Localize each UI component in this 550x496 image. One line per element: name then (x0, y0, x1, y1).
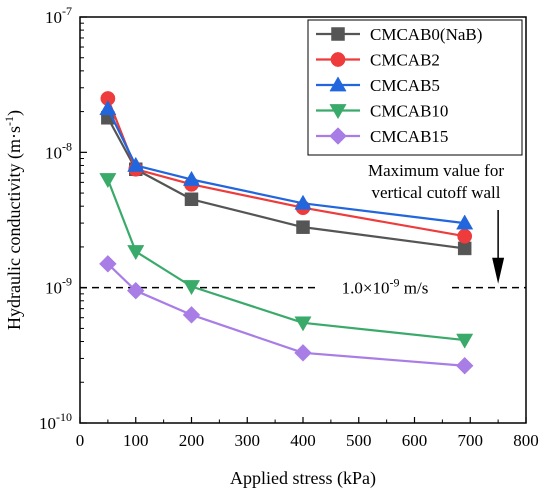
data-point (99, 173, 117, 189)
reference-line-label: 1.0×10-9 m/s (342, 276, 429, 298)
x-tick-label: 300 (235, 431, 261, 450)
x-tick-label: 400 (290, 431, 316, 450)
data-point (127, 156, 145, 172)
data-point (182, 280, 201, 296)
data-point (127, 245, 145, 261)
data-point (456, 214, 474, 230)
legend-item-cmcab10: CMCAB10 (316, 102, 448, 121)
y-tick-label: 10-10 (39, 410, 72, 433)
x-tick-label: 500 (346, 431, 372, 450)
y-tick-label: 10-7 (45, 4, 72, 27)
legend-marker (331, 27, 345, 41)
x-tick-label: 700 (458, 431, 484, 450)
annotation-line-2: vertical cutoff wall (371, 183, 500, 202)
legend-label: CMCAB0(NaB) (370, 25, 482, 44)
annotation-arrow-head (492, 257, 505, 284)
data-point (184, 192, 199, 207)
data-point (457, 228, 473, 244)
x-tick-label: 200 (179, 431, 205, 450)
legend-marker (329, 104, 347, 120)
data-point (294, 194, 312, 210)
legend-item-cmcab2: CMCAB2 (316, 51, 440, 70)
y-axis-title-end: ) (4, 110, 25, 116)
annotation-line-1: Maximum value for (368, 161, 504, 180)
legend-marker (330, 52, 346, 67)
data-point (296, 220, 310, 234)
series-layer (99, 91, 474, 375)
y-axis-title: Hydraulic conductivity (m·s-1) (2, 110, 25, 330)
y-axis-title-main: Hydraulic conductivity (m·s (4, 126, 25, 330)
reference-line-group: 1.0×10-9 m/s (80, 276, 526, 298)
legend-label: CMCAB10 (370, 102, 448, 121)
data-point (182, 306, 201, 324)
x-axis-title: Applied stress (kPa) (230, 468, 376, 489)
legend-label: CMCAB5 (370, 76, 440, 95)
x-tick-label: 600 (402, 431, 428, 450)
x-axis: 0 100 200 300 400 500 600 700 800 (76, 417, 539, 450)
data-point (294, 316, 312, 332)
x-tick-label: 100 (123, 431, 149, 450)
data-point (99, 255, 117, 273)
data-point (99, 100, 117, 116)
legend-marker (329, 127, 347, 145)
legend-item-cmcab0-nab: CMCAB0(NaB) (316, 25, 482, 44)
legend-label: CMCAB2 (370, 51, 440, 70)
legend-item-cmcab5: CMCAB5 (316, 76, 440, 95)
series-cmcab15 (99, 255, 474, 375)
data-point (456, 333, 474, 349)
series-cmcab10 (99, 173, 474, 349)
data-point (294, 344, 312, 362)
reference-unit: m/s (400, 279, 429, 298)
y-tick-label: 10-8 (45, 139, 72, 162)
reference-exponent: -9 (390, 276, 400, 290)
y-axis: 10-10 10-9 10-8 10-7 (39, 4, 87, 433)
data-point (457, 241, 472, 256)
annotation-group: Maximum value for vertical cutoff wall (368, 161, 504, 284)
y-axis-title-sup: -1 (2, 116, 16, 126)
legend: CMCAB0(NaB) CMCAB2 CMCAB5 CMCAB10 CMCAB15 (307, 19, 523, 156)
series-cmcab5 (99, 100, 474, 230)
data-point (455, 356, 474, 375)
data-point (182, 170, 201, 186)
legend-marker (329, 76, 347, 92)
x-tick-label: 0 (76, 431, 85, 450)
legend-item-cmcab15: CMCAB15 (316, 127, 448, 146)
data-point (126, 281, 145, 300)
x-tick-label: 800 (513, 431, 539, 450)
reference-coefficient: 1.0×10 (342, 279, 390, 298)
legend-label: CMCAB15 (370, 127, 448, 146)
y-tick-label: 10-9 (45, 275, 72, 298)
